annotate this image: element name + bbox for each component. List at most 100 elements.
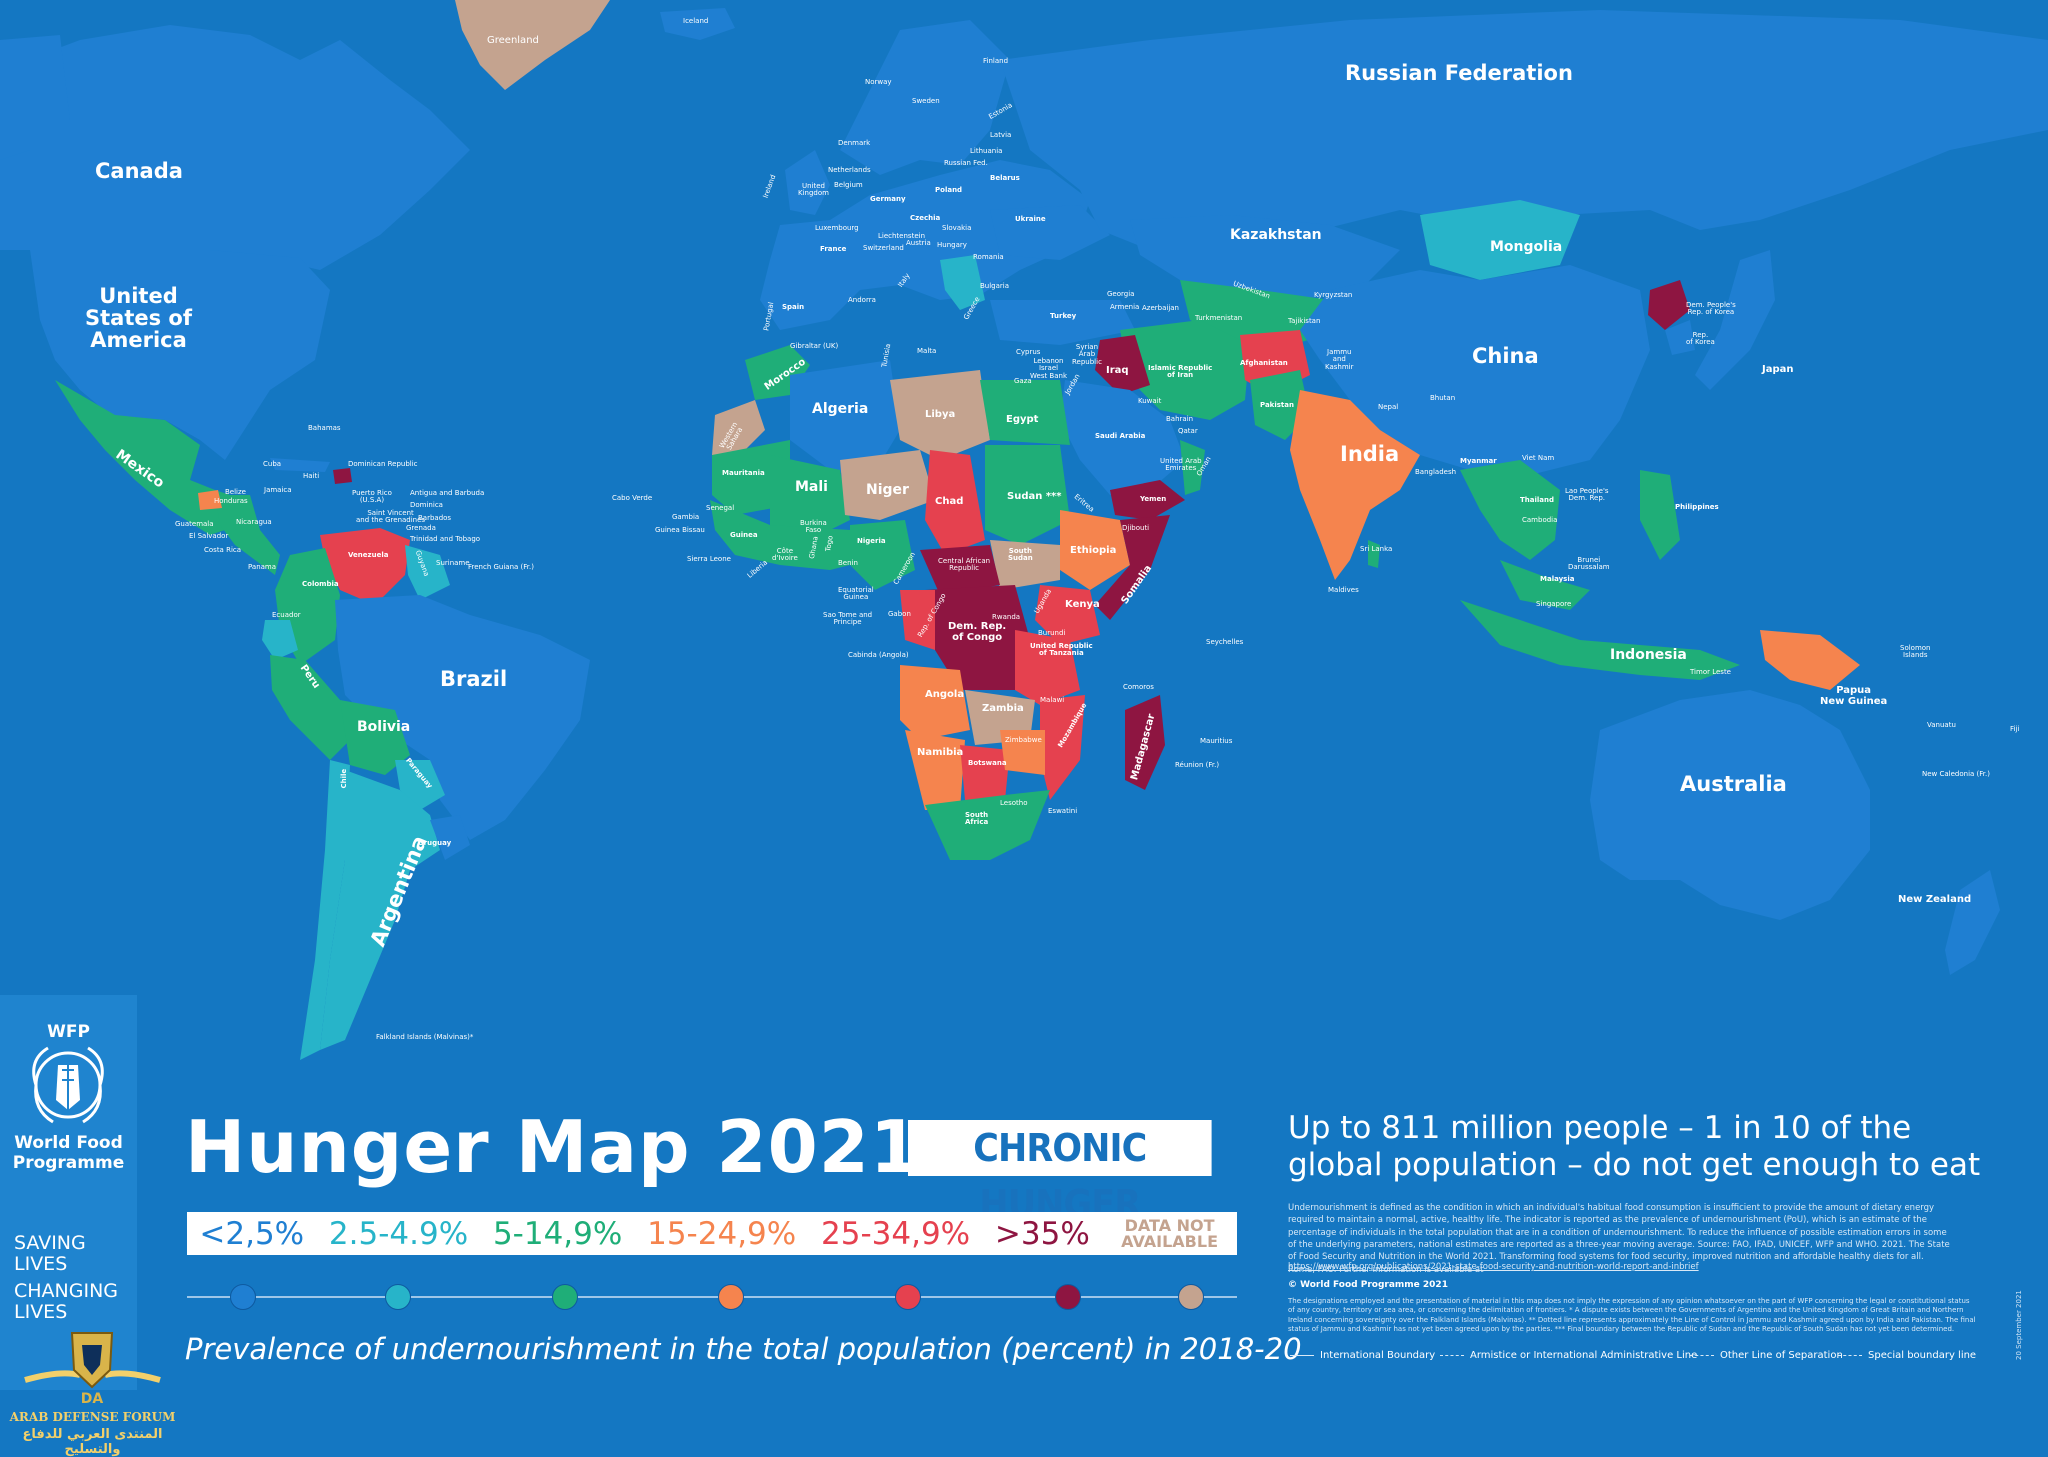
label-djibouti: Djibouti [1122, 524, 1150, 532]
region-mexico [55, 380, 245, 535]
label-honduras: Honduras [214, 497, 248, 505]
label-belgium: Belgium [834, 181, 863, 189]
region-alaska [0, 35, 70, 160]
copyright: © World Food Programme 2021 [1288, 1280, 1448, 1290]
label-burundi: Burundi [1038, 629, 1066, 637]
label-brazil: Brazil [440, 667, 508, 691]
region-philippines [1640, 470, 1680, 560]
legend-line [187, 1296, 1237, 1298]
label-algeria: Algeria [812, 401, 869, 417]
slogan-saving-lives: SAVING LIVES [14, 1232, 86, 1275]
forum-eagle-emblem-icon: DA [24, 1332, 161, 1407]
label-syria: Syrian Arab Republic [1072, 343, 1102, 366]
label-japan: Japan [1762, 364, 1794, 375]
boundary-key-label: International Boundary [1320, 1350, 1436, 1361]
label-slovakia: Slovakia [942, 224, 972, 232]
region-ukraine [990, 205, 1110, 260]
label-canada: Canada [95, 159, 183, 183]
label-senegal: Senegal [706, 504, 735, 512]
region-kazakhstan [1130, 215, 1400, 300]
label-gabon: Gabon [888, 610, 911, 618]
region-mongolia [1420, 200, 1580, 280]
boundary-key-special: Special boundary line [1838, 1350, 1976, 1361]
label-cote: Côte d'Ivoire [772, 547, 798, 563]
label-thailand: Thailand [1520, 496, 1554, 504]
region-cuba [270, 458, 330, 472]
legend-dot-25-34_9 [895, 1284, 921, 1310]
region-peru [270, 655, 355, 760]
label-turkmenistan: Turkmenistan [1195, 314, 1243, 322]
source-link[interactable]: https://www.wfp.org/publications/2021-st… [1288, 1262, 1699, 1272]
label-mongolia: Mongolia [1490, 239, 1563, 255]
label-chile: Chile [340, 768, 349, 789]
label-liechtenstein: Liechtenstein [878, 232, 926, 240]
label-cabo-verde: Cabo Verde [612, 494, 653, 502]
region-oman [1180, 440, 1205, 495]
label-france: France [820, 245, 847, 253]
label-suriname: Suriname [436, 559, 470, 567]
region-scandinavia [840, 20, 1010, 175]
label-philippines: Philippines [1675, 503, 1719, 511]
label-cuba: Cuba [263, 460, 282, 468]
label-belarus: Belarus [990, 174, 1020, 182]
label-gaza: Gaza [1014, 377, 1032, 385]
label-pakistan: Pakistan [1260, 401, 1294, 409]
boundary-key-label: Armistice or International Administrativ… [1470, 1350, 1698, 1361]
legend-label-15-24_9: 15-24,9% [647, 1215, 797, 1252]
label-seychelles: Seychelles [1206, 638, 1244, 646]
label-sri-lanka: Sri Lanka [1360, 545, 1393, 553]
label-zimbabwe: Zimbabwe [1005, 736, 1042, 744]
label-afghanistan: Afghanistan [1240, 359, 1288, 367]
label-eswatini: Eswatini [1048, 807, 1078, 815]
label-burkina: Burkina Faso [800, 519, 827, 535]
region-nigeria [850, 520, 915, 590]
label-nigeria: Nigeria [857, 537, 886, 545]
boundary-key-armistice: Armistice or International Administrativ… [1440, 1350, 1697, 1361]
label-panama: Panama [248, 563, 277, 571]
region-sudan [985, 445, 1070, 545]
label-iran: Islamic Republic of Iran [1148, 364, 1213, 380]
label-mali: Mali [795, 479, 828, 495]
label-egypt: Egypt [1006, 414, 1039, 425]
label-sweden: Sweden [912, 97, 940, 105]
region-south-africa [925, 790, 1050, 860]
label-turkey: Turkey [1050, 312, 1077, 320]
legend-dot-2_5-4_9 [385, 1284, 411, 1310]
label-azerbaijan: Azerbaijan [1142, 304, 1179, 312]
forum-name: ARAB DEFENSE FORUM [9, 1410, 176, 1424]
svg-text:DA: DA [81, 1391, 104, 1407]
region-botswana [960, 745, 1010, 800]
label-timor: Timor Leste [1690, 668, 1731, 676]
chronic-hunger-badge: CHRONIC HUNGER [908, 1120, 1212, 1226]
region-angola [900, 665, 970, 740]
label-niger: Niger [866, 482, 909, 498]
label-denmark: Denmark [838, 139, 871, 147]
label-lao: Lao People's Dem. Rep. [1565, 487, 1609, 503]
region-bolivia [340, 700, 410, 775]
label-viet-nam: Viet Nam [1522, 454, 1555, 462]
label-gambia: Gambia [672, 513, 700, 521]
label-finland: Finland [983, 57, 1009, 65]
region-canada [0, 25, 470, 270]
label-guinea-bissau: Guinea Bissau [655, 526, 705, 534]
region-sri-lanka [1368, 540, 1380, 568]
region-chad [925, 450, 985, 555]
label-belize: Belize [225, 488, 246, 496]
label-libya: Libya [925, 409, 956, 420]
region-western-sahara [712, 400, 765, 460]
label-switzerland: Switzerland [863, 244, 904, 252]
region-saudi [1060, 380, 1185, 495]
label-sk: Rep. of Korea [1686, 331, 1715, 347]
region-somalia [1095, 515, 1170, 620]
label-costa-rica: Costa Rica [204, 546, 242, 554]
label-south-africa: South Africa [965, 811, 989, 827]
definition-text: Undernourishment is defined as the condi… [1288, 1203, 1950, 1275]
label-uk: United Kingdom [798, 182, 829, 198]
region-iraq [1095, 335, 1150, 395]
region-algeria [790, 360, 900, 480]
label-new-caledonia: New Caledonia (Fr.) [1922, 770, 1990, 778]
label-norway: Norway [865, 78, 892, 86]
region-haiti [333, 468, 352, 484]
region-tanzania [1015, 630, 1080, 705]
legend-label-25-34_9: 25-34,9% [821, 1215, 971, 1252]
